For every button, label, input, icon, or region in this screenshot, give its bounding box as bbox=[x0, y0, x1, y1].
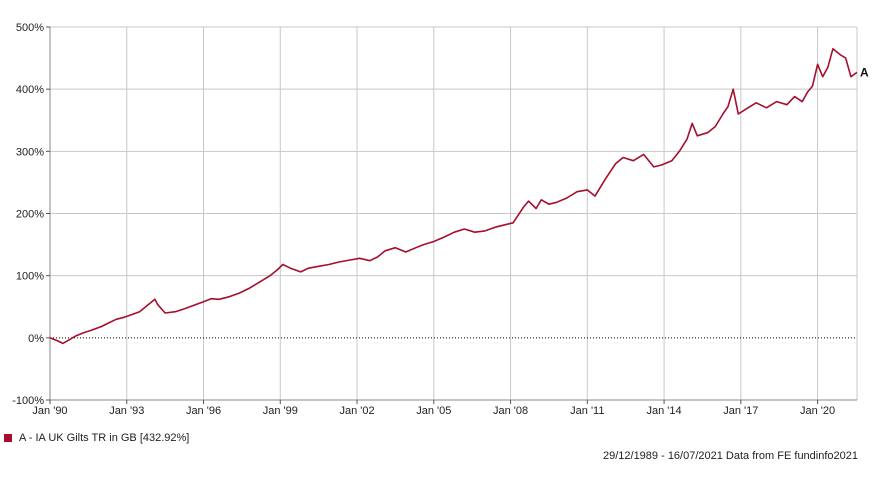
y-tick-label: 0% bbox=[28, 333, 44, 345]
series-end-label: A bbox=[860, 65, 869, 79]
grid-lines bbox=[49, 26, 858, 401]
x-tick-label: Jan '17 bbox=[723, 405, 758, 417]
x-tick-label: Jan '99 bbox=[263, 405, 298, 417]
legend-label: A - IA UK Gilts TR in GB [432.92%] bbox=[19, 432, 190, 444]
x-tick-label: Jan '14 bbox=[647, 405, 682, 417]
y-axis-ticks: -100% 0% 100% 200% 300% 400% 500% bbox=[12, 22, 50, 407]
y-tick-label: 400% bbox=[16, 84, 44, 96]
x-axis-ticks: Jan '90 Jan '93 Jan '96 Jan '99 Jan '02 Jan '… bbox=[32, 400, 835, 417]
legend-swatch bbox=[4, 434, 12, 442]
x-tick-label: Jan '05 bbox=[416, 405, 451, 417]
x-tick-label: Jan '11 bbox=[570, 405, 604, 417]
y-tick-label: -100% bbox=[12, 395, 44, 407]
legend: A - IA UK Gilts TR in GB [432.92%] bbox=[4, 432, 189, 444]
x-tick-label: Jan '96 bbox=[186, 405, 221, 417]
x-tick-label: Jan '20 bbox=[800, 405, 835, 417]
footer-date-range: 29/12/1989 - 16/07/2021 Data from FE fun… bbox=[602, 450, 858, 462]
series-line bbox=[49, 48, 858, 345]
y-tick-label: 300% bbox=[16, 146, 44, 158]
line-chart: -100%0%100%200%300%400%500% Jan '90 Jan '… bbox=[12, 22, 869, 417]
x-tick-label: Jan '02 bbox=[339, 405, 374, 417]
x-tick-label: Jan '08 bbox=[493, 405, 528, 417]
y-tick-label: 100% bbox=[16, 271, 44, 283]
y-tick-label: 200% bbox=[16, 209, 44, 221]
x-tick-label: Jan '90 bbox=[32, 405, 67, 417]
x-tick-label: Jan '93 bbox=[109, 405, 144, 417]
y-tick-label: 500% bbox=[16, 22, 44, 34]
